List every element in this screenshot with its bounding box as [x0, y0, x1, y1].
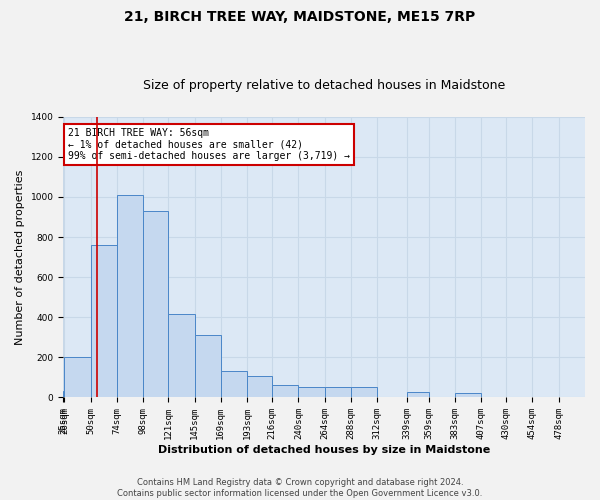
- Bar: [325, 388, 351, 398]
- Bar: [247, 376, 272, 398]
- Bar: [143, 211, 168, 398]
- Bar: [298, 388, 325, 398]
- Bar: [91, 245, 117, 398]
- Text: 21, BIRCH TREE WAY, MAIDSTONE, ME15 7RP: 21, BIRCH TREE WAY, MAIDSTONE, ME15 7RP: [124, 10, 476, 24]
- Title: Size of property relative to detached houses in Maidstone: Size of property relative to detached ho…: [143, 79, 505, 92]
- Bar: [351, 388, 377, 398]
- Bar: [194, 336, 221, 398]
- Bar: [64, 358, 91, 398]
- Bar: [63, 392, 64, 398]
- X-axis label: Distribution of detached houses by size in Maidstone: Distribution of detached houses by size …: [158, 445, 490, 455]
- Bar: [168, 314, 194, 398]
- Y-axis label: Number of detached properties: Number of detached properties: [15, 170, 25, 345]
- Bar: [272, 386, 298, 398]
- Bar: [221, 372, 247, 398]
- Text: Contains HM Land Registry data © Crown copyright and database right 2024.
Contai: Contains HM Land Registry data © Crown c…: [118, 478, 482, 498]
- Text: 21 BIRCH TREE WAY: 56sqm
← 1% of detached houses are smaller (42)
99% of semi-de: 21 BIRCH TREE WAY: 56sqm ← 1% of detache…: [68, 128, 350, 161]
- Bar: [117, 195, 143, 398]
- Bar: [455, 394, 481, 398]
- Bar: [407, 392, 428, 398]
